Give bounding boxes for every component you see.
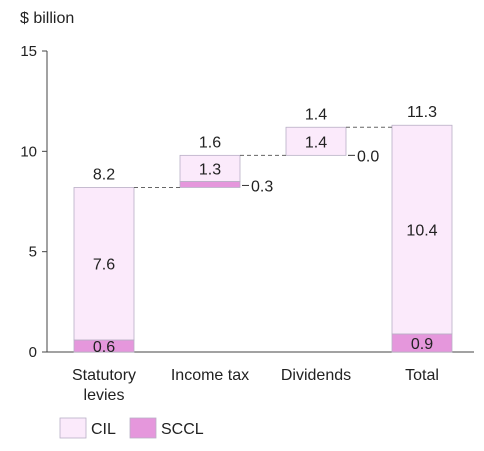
bar-segment-cil [179, 154, 241, 182]
bar-segment-sccl [179, 181, 241, 188]
data-label-total: 1.6 [199, 134, 221, 151]
legend-label-cil: CIL [91, 421, 116, 438]
y-tick-label: 10 [20, 143, 37, 160]
data-label-total: 1.4 [305, 106, 327, 123]
y-tick-label: 5 [29, 244, 37, 261]
data-label-total: 8.2 [93, 166, 115, 183]
data-label-cil: 1.3 [199, 161, 221, 178]
data-label-sccl: 0.0 [357, 148, 379, 165]
legend-swatch-sccl [129, 417, 157, 439]
x-category-label: Total [405, 367, 439, 384]
x-category-label: Statutory [72, 367, 136, 384]
data-label-sccl: 0.3 [251, 178, 273, 195]
y-unit-label: $ billion [20, 10, 74, 27]
x-category-label: levies [84, 387, 125, 404]
legend-label-sccl: SCCL [161, 421, 204, 438]
y-tick-label: 0 [29, 344, 37, 361]
data-label-cil: 7.6 [93, 257, 115, 274]
data-label-sccl: 0.9 [411, 336, 433, 353]
bar-segment-cil [73, 187, 135, 341]
data-label-total: 11.3 [407, 104, 437, 121]
x-category-label: Dividends [281, 367, 351, 384]
data-label-cil: 10.4 [406, 223, 437, 240]
x-category-label: Income tax [171, 367, 249, 384]
y-tick-label: 15 [20, 43, 37, 60]
data-label-sccl: 0.6 [93, 339, 115, 356]
legend-swatch-cil [59, 417, 87, 439]
bar-segment-cil [391, 124, 453, 335]
bar-segment-cil [285, 126, 347, 156]
data-label-cil: 1.4 [305, 134, 327, 151]
